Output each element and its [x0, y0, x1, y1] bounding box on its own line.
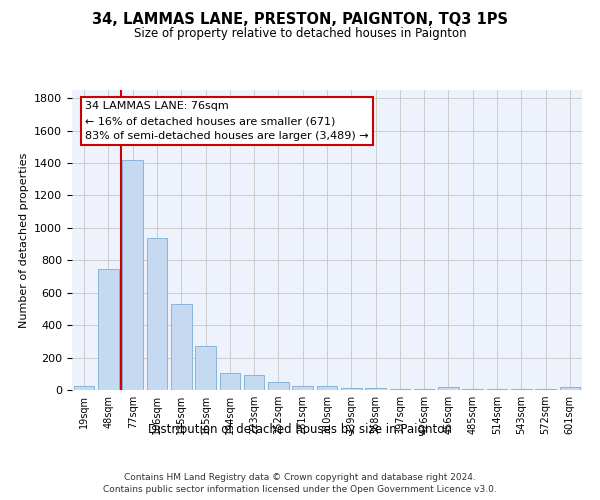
Bar	[195, 346, 216, 390]
Bar	[317, 386, 337, 390]
Text: Contains public sector information licensed under the Open Government Licence v3: Contains public sector information licen…	[103, 485, 497, 494]
Bar	[341, 388, 362, 390]
Bar	[292, 386, 313, 390]
Text: 34, LAMMAS LANE, PRESTON, PAIGNTON, TQ3 1PS: 34, LAMMAS LANE, PRESTON, PAIGNTON, TQ3 …	[92, 12, 508, 28]
Text: Distribution of detached houses by size in Paignton: Distribution of detached houses by size …	[148, 422, 452, 436]
Bar	[122, 160, 143, 390]
Bar	[171, 304, 191, 390]
Bar	[389, 388, 410, 390]
Text: 34 LAMMAS LANE: 76sqm
← 16% of detached houses are smaller (671)
83% of semi-det: 34 LAMMAS LANE: 76sqm ← 16% of detached …	[85, 102, 369, 141]
Text: Size of property relative to detached houses in Paignton: Size of property relative to detached ho…	[134, 28, 466, 40]
Bar	[365, 388, 386, 390]
Bar	[74, 386, 94, 390]
Bar	[414, 388, 434, 390]
Text: Contains HM Land Registry data © Crown copyright and database right 2024.: Contains HM Land Registry data © Crown c…	[124, 472, 476, 482]
Bar	[463, 389, 483, 390]
Bar	[560, 387, 580, 390]
Bar	[146, 238, 167, 390]
Bar	[98, 269, 119, 390]
Bar	[220, 373, 240, 390]
Bar	[438, 387, 459, 390]
Bar	[244, 375, 265, 390]
Bar	[268, 382, 289, 390]
Y-axis label: Number of detached properties: Number of detached properties	[19, 152, 29, 328]
